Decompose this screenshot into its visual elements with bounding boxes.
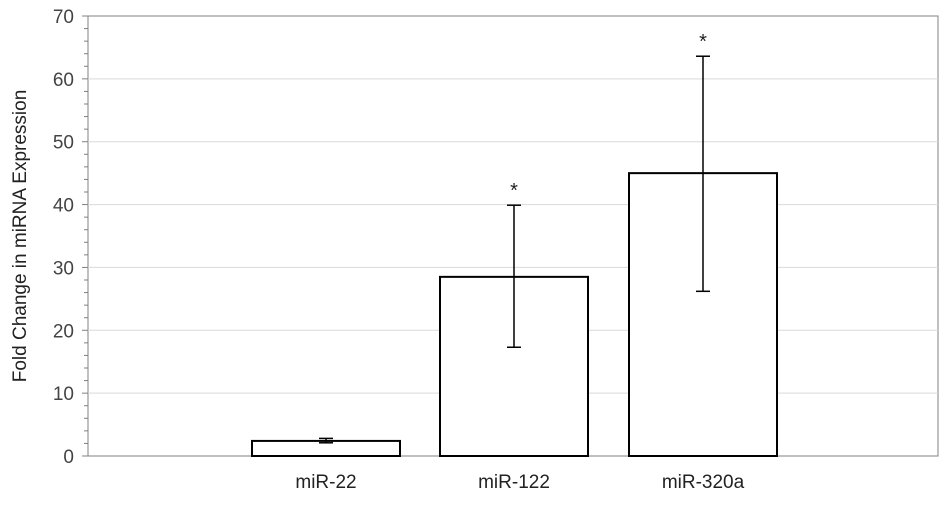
y-axis-title: Fold Change in miRNA Expression — [10, 90, 31, 383]
y-tick-label: 0 — [63, 447, 74, 468]
y-tick-label: 70 — [53, 7, 74, 28]
significance-marker: * — [699, 31, 707, 53]
y-tick-label: 60 — [53, 70, 74, 91]
y-tick-label: 20 — [53, 321, 74, 342]
y-tick-label: 50 — [53, 133, 74, 154]
y-tick-label: 10 — [53, 384, 74, 405]
y-tick-labels: 0 10 20 30 40 50 60 70 — [53, 7, 74, 468]
significance-marker: * — [510, 180, 518, 202]
x-category-label: miR-22 — [295, 472, 356, 493]
x-category-label: miR-320a — [662, 472, 745, 493]
x-category-label: miR-122 — [478, 472, 550, 493]
x-category-labels: miR-22 miR-122 miR-320a — [295, 472, 744, 493]
y-minor-ticks — [82, 15, 88, 457]
y-tick-label: 40 — [53, 196, 74, 217]
bars: ** — [251, 31, 778, 457]
y-tick-label: 30 — [53, 258, 74, 279]
gridlines — [88, 78, 938, 394]
